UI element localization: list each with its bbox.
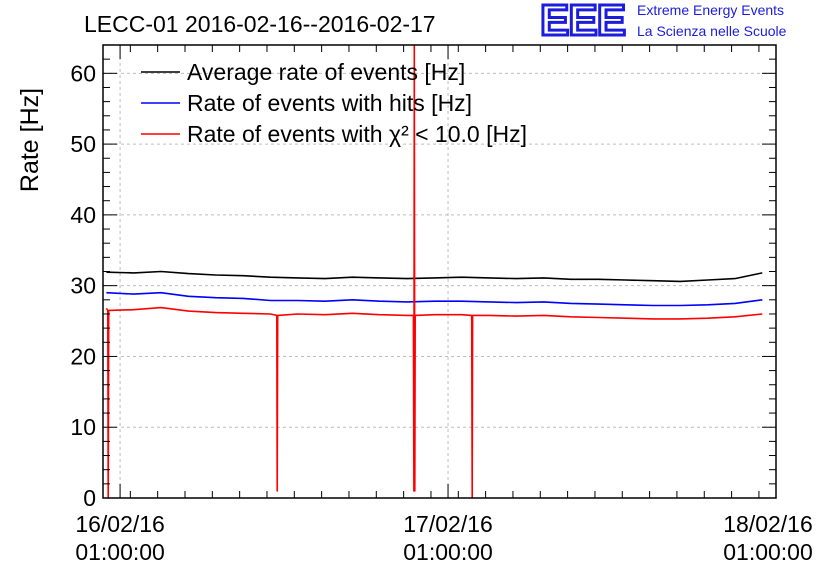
x-tick-label-time: 01:00:00 — [723, 539, 813, 565]
x-tick-label-time: 01:00:00 — [75, 539, 165, 565]
y-tick-label: 40 — [70, 202, 96, 228]
eee-logo-mark: EEE — [538, 0, 627, 47]
x-tick-label-date: 18/02/16 — [723, 511, 813, 537]
y-tick-label: 60 — [70, 60, 96, 86]
x-tick-label-date: 17/02/16 — [403, 511, 493, 537]
logo-line-1: Extreme Energy Events — [637, 2, 785, 18]
legend-label-1: Average rate of events [Hz] — [187, 59, 465, 85]
y-tick-label: 10 — [70, 414, 96, 440]
x-tick-label-time: 01:00:00 — [403, 539, 493, 565]
grid-lines — [103, 45, 776, 498]
series-layer — [105, 44, 763, 499]
logo-line-2: La Scienza nelle Scuole — [637, 23, 787, 39]
y-tick-label: 50 — [70, 131, 96, 157]
legend-label-2: Rate of events with hits [Hz] — [187, 90, 472, 116]
legend-label-3: Rate of events with χ² < 10.0 [Hz] — [187, 121, 527, 147]
legend: Average rate of events [Hz] Rate of event… — [141, 59, 527, 147]
eee-logo: EEE Extreme Energy Events La Scienza nel… — [538, 0, 836, 47]
axes: 010203040506016/02/1601:00:0017/02/1601:… — [70, 44, 813, 565]
x-tick-label-date: 16/02/16 — [75, 511, 165, 537]
y-axis-label: Rate [Hz] — [16, 88, 44, 192]
y-tick-label: 20 — [70, 343, 96, 369]
chart-title: LECC-01 2016-02-16--2016-02-17 — [84, 11, 436, 37]
series-line-1 — [106, 270, 763, 283]
series-line-2 — [106, 291, 763, 307]
y-tick-label: 0 — [83, 485, 96, 511]
y-tick-label: 30 — [70, 273, 96, 299]
series-line-3 — [105, 44, 763, 499]
